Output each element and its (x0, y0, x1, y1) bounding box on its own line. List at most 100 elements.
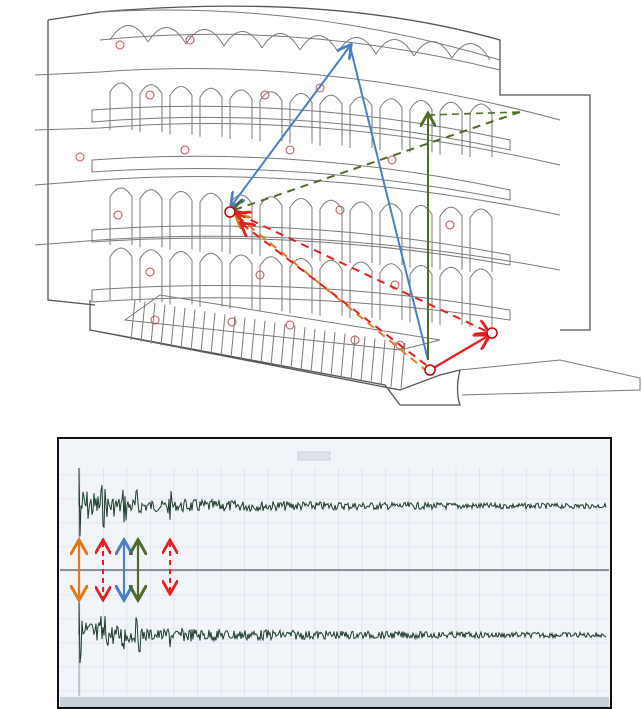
waveform-right (78, 599, 607, 664)
arch (109, 187, 133, 245)
roof-arch (375, 39, 415, 57)
arch (199, 192, 223, 252)
arch (169, 251, 193, 305)
side-reflection (238, 214, 488, 332)
seat-row (180, 307, 186, 350)
wall-reflection (427, 111, 521, 116)
arch (199, 252, 223, 307)
stage (459, 359, 641, 396)
balcony (91, 285, 511, 321)
arch (439, 206, 463, 270)
arch (439, 266, 463, 325)
source-link (429, 336, 488, 371)
source (424, 364, 436, 376)
arch (319, 259, 343, 316)
seat-row (220, 314, 226, 357)
balcony (91, 155, 511, 201)
side-reflection (242, 224, 431, 369)
seat-row (350, 335, 356, 380)
seats (130, 299, 406, 389)
receiver (350, 335, 360, 345)
arch (229, 89, 253, 139)
seat-row (260, 320, 266, 364)
roof-arch (451, 43, 491, 61)
seat-row (200, 311, 206, 353)
arch (169, 191, 193, 250)
arch (259, 91, 283, 142)
seat-row (380, 339, 386, 386)
outline (47, 5, 591, 331)
ceiling (99, 9, 501, 61)
panel-frame (57, 437, 612, 709)
seat-row (320, 330, 326, 375)
seat-row (160, 304, 166, 346)
seat-row (330, 331, 336, 377)
seat-row (310, 328, 316, 373)
arch (199, 87, 223, 137)
receiver (180, 145, 190, 155)
sound-paths (224, 45, 521, 376)
balcony (91, 225, 511, 266)
seat-row (300, 327, 306, 371)
roof-arch (147, 27, 187, 45)
roof-arch (185, 29, 225, 47)
seat-row (280, 323, 286, 368)
receiver (185, 35, 195, 45)
arch (109, 247, 133, 300)
seat-row (240, 317, 246, 360)
roof-arch (337, 37, 377, 55)
time-ruler (60, 697, 609, 707)
stage-front (89, 300, 461, 406)
seat-row (210, 312, 216, 355)
receiver (145, 267, 155, 277)
arch (289, 258, 313, 314)
roof-arch (413, 41, 453, 59)
receiver (150, 315, 160, 325)
seat-row (130, 299, 136, 341)
waveform-left (78, 467, 607, 537)
seat-row (190, 309, 196, 351)
seat-row (400, 343, 406, 389)
arch (169, 86, 193, 135)
toolbar-button (297, 451, 331, 461)
arch (379, 263, 403, 321)
seat-row (360, 336, 366, 382)
theater-drawing (34, 5, 641, 406)
arch (469, 268, 493, 327)
seat-row (170, 306, 176, 348)
arch (439, 101, 463, 155)
arch (139, 189, 163, 248)
ceiling (99, 33, 501, 71)
receiver (486, 327, 498, 339)
ceiling-reflection (349, 45, 429, 361)
receiver (113, 210, 123, 220)
arch (139, 84, 163, 133)
outline (47, 20, 96, 306)
receiver (224, 206, 236, 218)
roof-arch (109, 25, 149, 43)
waveform-panel (57, 437, 612, 709)
seat-row (390, 341, 396, 387)
receiver (115, 40, 125, 50)
receiver (285, 320, 295, 330)
arch (229, 254, 253, 309)
ceiling-reflection (232, 46, 350, 205)
receiver (387, 155, 397, 165)
receivers (75, 35, 455, 350)
seat-row (250, 319, 256, 362)
arch (379, 98, 403, 151)
seat-row (140, 301, 146, 342)
arch (409, 100, 433, 153)
receiver (445, 220, 455, 230)
arch (259, 256, 283, 312)
seat-row (340, 333, 346, 378)
seat-row (370, 338, 376, 384)
receiver (285, 145, 295, 155)
receiver (75, 152, 85, 162)
seat-row (290, 325, 296, 369)
seat-row (270, 322, 276, 366)
seating (123, 294, 441, 351)
seat-row (230, 315, 236, 359)
